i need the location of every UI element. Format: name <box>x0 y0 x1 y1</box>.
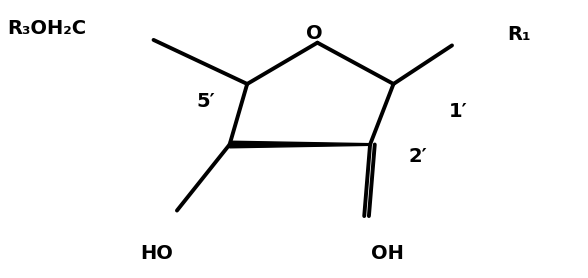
Text: HO: HO <box>140 244 173 263</box>
Text: R₃OH₂C: R₃OH₂C <box>7 19 86 38</box>
Text: OH: OH <box>371 244 404 263</box>
Text: O: O <box>306 24 323 43</box>
Text: 1′: 1′ <box>449 102 468 121</box>
Text: 5′: 5′ <box>197 92 216 111</box>
Polygon shape <box>230 141 370 148</box>
Text: 2′: 2′ <box>408 147 427 167</box>
Text: R₁: R₁ <box>507 25 531 44</box>
